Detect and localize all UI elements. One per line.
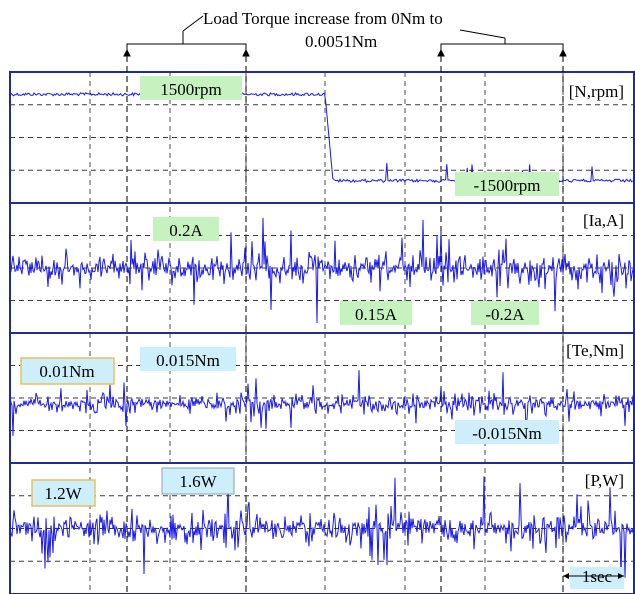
channel-label-speed: [N,rpm] bbox=[569, 82, 624, 101]
annotation-line2: 0.0051Nm bbox=[305, 32, 377, 51]
callout-minus-1500rpm: -1500rpm bbox=[455, 172, 559, 196]
trace-current bbox=[9, 217, 635, 324]
callout-minus-0.2A: -0.2A bbox=[471, 301, 539, 325]
svg-text:1.2W: 1.2W bbox=[44, 484, 82, 503]
svg-text:1500rpm: 1500rpm bbox=[160, 80, 221, 99]
svg-text:0.01Nm: 0.01Nm bbox=[39, 362, 94, 381]
callout-0.2A: 0.2A bbox=[153, 217, 219, 241]
load-annotation: Load Torque increase from 0Nm to 0.0051N… bbox=[203, 9, 443, 51]
svg-text:-0.015Nm: -0.015Nm bbox=[472, 424, 541, 443]
svg-text:-0.2A: -0.2A bbox=[485, 305, 525, 324]
channel-label-current: [Ia,A] bbox=[583, 211, 624, 230]
callout-1.6W: 1.6W bbox=[161, 467, 235, 495]
callout-minus-0.015Nm: -0.015Nm bbox=[455, 420, 559, 444]
time-marker: 1sec bbox=[563, 567, 624, 589]
scope-grid bbox=[10, 56, 634, 594]
callout-1500rpm: 1500rpm bbox=[140, 76, 242, 100]
svg-text:0.015Nm: 0.015Nm bbox=[156, 351, 220, 370]
callout-1.2W: 1.2W bbox=[31, 479, 96, 507]
svg-text:0.15A: 0.15A bbox=[355, 305, 398, 324]
trace-torque bbox=[9, 370, 635, 436]
callout-0.01Nm: 0.01Nm bbox=[20, 357, 115, 385]
svg-text:1.6W: 1.6W bbox=[179, 472, 217, 491]
svg-text:0.2A: 0.2A bbox=[169, 221, 203, 240]
annotation-line1: Load Torque increase from 0Nm to bbox=[203, 9, 443, 28]
trace-power bbox=[9, 476, 635, 580]
bracket-right bbox=[437, 29, 567, 57]
channel-label-power: [P,W] bbox=[585, 471, 624, 490]
scope-traces bbox=[9, 91, 635, 580]
scope-frame bbox=[9, 71, 635, 594]
channel-label-torque: [Te,Nm] bbox=[566, 341, 624, 360]
bracket-left bbox=[123, 15, 250, 57]
callout-0.015Nm: 0.015Nm bbox=[140, 347, 236, 371]
callout-0.15A: 0.15A bbox=[340, 301, 412, 325]
time-marker-label: 1sec bbox=[582, 567, 613, 586]
channel-labels: [N,rpm] [Ia,A] [Te,Nm] [P,W] bbox=[566, 82, 624, 490]
svg-text:-1500rpm: -1500rpm bbox=[473, 176, 540, 195]
callouts: 1500rpm -1500rpm 0.2A 0.15A -0.2A 0.01Nm… bbox=[20, 76, 559, 507]
